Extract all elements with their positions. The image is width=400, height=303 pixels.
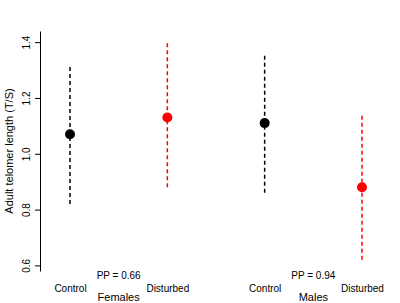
y-tick: 0.6 [21,259,40,273]
y-tick-mark [35,265,40,266]
x-tick: Control [249,282,281,294]
y-tick-mark [35,154,40,155]
annotation: PP = 0.94 [291,270,335,281]
point [162,113,172,123]
x-tick-label: Control [249,283,281,294]
point [260,118,270,128]
y-tick: 1.0 [21,147,40,161]
y-tick-mark [35,42,40,43]
group-label: Females [98,291,141,303]
point [65,129,75,139]
x-tick: Control [54,282,86,294]
x-tick-label: Disturbed [146,283,189,294]
y-tick-mark [35,98,40,99]
point [357,182,367,192]
x-tick-label: Disturbed [341,283,384,294]
y-tick-label: 0.8 [21,203,32,217]
y-tick: 1.2 [21,91,40,105]
y-tick-label: 1.2 [21,91,32,105]
y-tick-mark [35,210,40,211]
y-axis-line [40,32,41,272]
y-axis: 0.6 0.8 1.0 1.2 1.4 [21,32,41,273]
y-tick-label: 1.0 [21,147,32,161]
plot-area [65,42,367,260]
chart: 0.6 0.8 1.0 1.2 1.4 Adult telomer length (T/S… [0,0,400,303]
y-tick: 1.4 [21,35,40,49]
y-tick-label: 1.4 [21,35,32,49]
x-tick: Disturbed [146,282,189,294]
y-axis-title: Adult telomer length (T/S) [3,88,15,213]
x-tick: Disturbed [341,282,384,294]
y-tick: 0.8 [21,203,40,217]
annotation: PP = 0.66 [97,270,141,281]
x-tick-label: Control [54,283,86,294]
y-tick-label: 0.6 [21,259,32,273]
group-label: Males [299,291,329,303]
